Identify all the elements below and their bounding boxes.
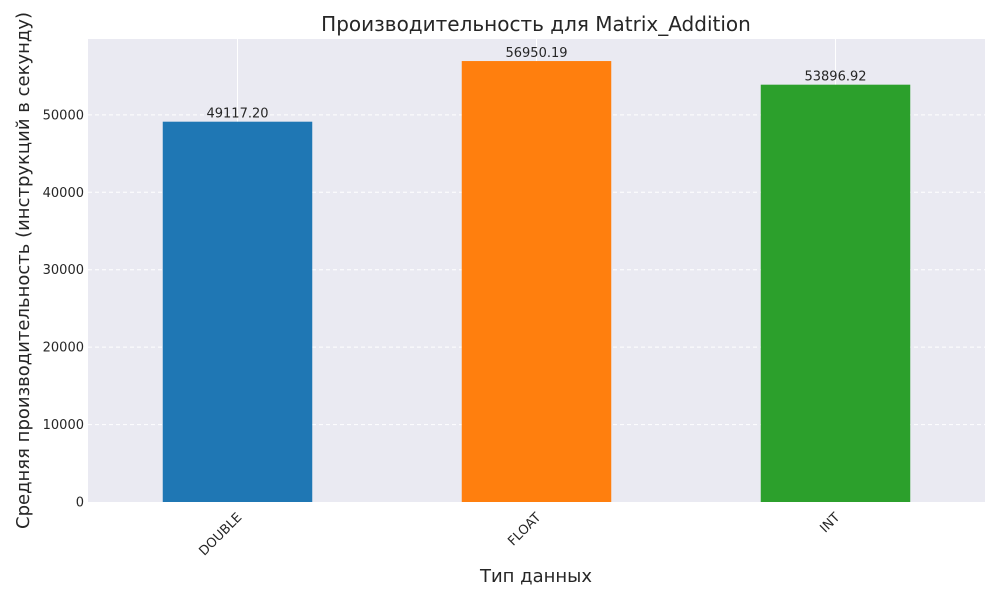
x-tick-label-int: INT [818,510,844,536]
bar-double [162,121,313,502]
y-tick-label: 10000 [43,418,84,433]
x-axis-label: Тип данных [479,566,592,587]
chart-title: Производительность для Matrix_Addition [321,12,751,36]
bar-value-label: 49117.20 [206,107,268,122]
bar-float [461,61,612,503]
x-axis-ticks: DOUBLE FLOAT INT [196,510,843,559]
y-tick-label: 30000 [43,263,84,278]
bar-value-label: 56950.19 [505,46,567,61]
y-tick-label: 50000 [43,108,84,123]
bars [162,61,911,503]
y-axis-label: Средняя производительность (инструкций в… [13,12,34,529]
x-tick-label-float: FLOAT [505,510,544,549]
bar-value-label: 53896.92 [804,70,866,85]
value-labels: 49117.20 56950.19 53896.92 [206,46,866,122]
bar-int [760,84,911,502]
x-tick-label-double: DOUBLE [196,510,245,559]
y-tick-label: 40000 [43,186,84,201]
y-tick-label: 20000 [43,341,84,356]
y-axis-ticks: 0 10000 20000 30000 40000 50000 [43,108,84,510]
y-tick-label: 0 [76,496,84,511]
